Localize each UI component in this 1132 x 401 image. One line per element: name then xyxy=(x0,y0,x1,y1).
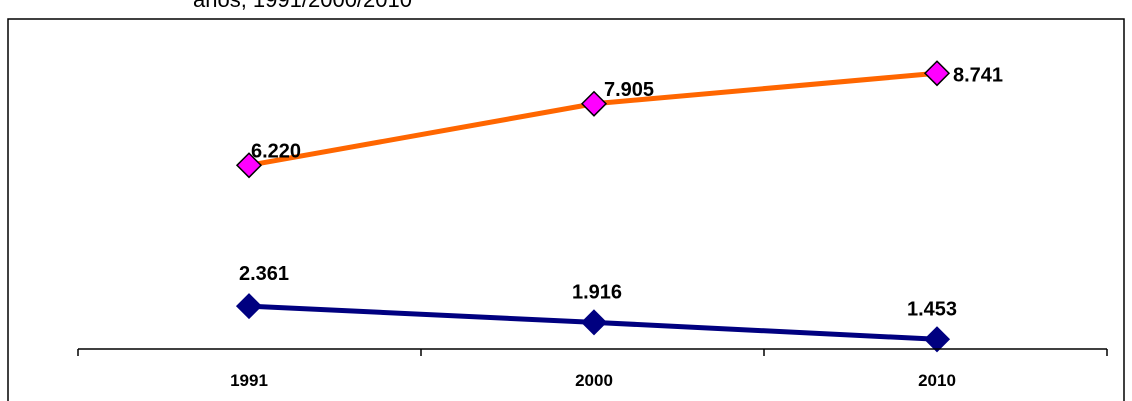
x-tick-label: 2010 xyxy=(918,371,956,390)
data-label: 2.361 xyxy=(239,263,289,285)
data-label: 1.916 xyxy=(572,281,622,303)
data-point-marker xyxy=(580,309,608,336)
x-tick-label: 1991 xyxy=(230,371,268,390)
data-label: 1.453 xyxy=(907,298,957,320)
data-point-marker xyxy=(923,60,951,87)
data-point-marker xyxy=(235,152,263,179)
data-point-marker xyxy=(580,90,608,117)
data-point-marker xyxy=(235,293,263,320)
data-label: 7.905 xyxy=(604,79,654,101)
data-point-marker xyxy=(923,326,951,353)
data-label: 6.220 xyxy=(251,140,301,162)
series-layer: 6.220 7.905 8.741 2.361 1.916 1.453 xyxy=(235,60,1003,353)
data-label: 8.741 xyxy=(953,64,1003,86)
x-axis: 1991 2000 2010 xyxy=(77,348,1108,390)
chart-title: anos, 1991/2000/2010 xyxy=(193,0,412,12)
x-tick-label: 2000 xyxy=(575,371,613,390)
